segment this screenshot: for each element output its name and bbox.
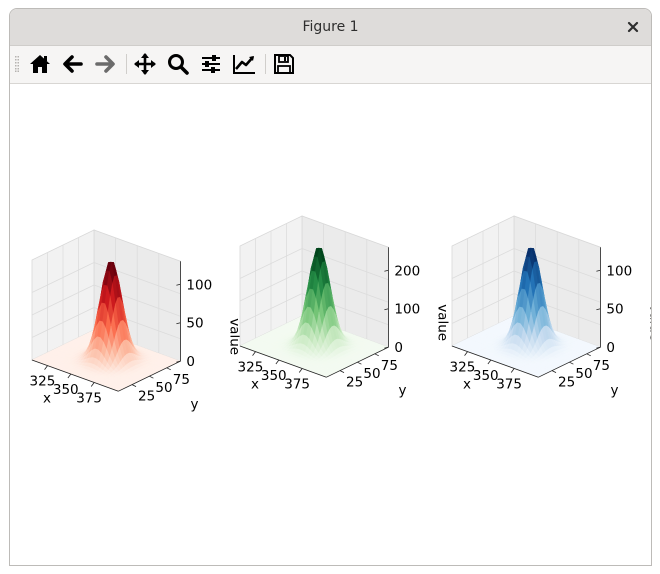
y-axis-label: y xyxy=(191,397,199,413)
y-tick-mark xyxy=(586,353,591,357)
z-tick-mark xyxy=(384,308,389,311)
z-tick-label: 0 xyxy=(606,340,615,356)
y-tick-label: 50 xyxy=(155,380,172,396)
x-axis-label: x xyxy=(43,391,51,407)
figure-window: Figure 1 xyxy=(9,8,652,566)
y-tick-label: 25 xyxy=(346,375,363,391)
zoom-button[interactable] xyxy=(164,50,192,78)
grid-line xyxy=(239,270,303,302)
z-axis-label: value xyxy=(226,318,242,355)
subplots-icon xyxy=(202,55,220,73)
x-tick-label: 375 xyxy=(284,376,310,392)
grid-line xyxy=(451,270,515,302)
close-button[interactable] xyxy=(623,17,643,37)
z-tick-label: 0 xyxy=(394,340,403,356)
z-tick-label: 100 xyxy=(394,302,420,318)
save-icon xyxy=(274,54,294,74)
edit-axis-button[interactable] xyxy=(230,50,258,78)
x-tick-label: 325 xyxy=(30,374,56,390)
x-tick-label: 350 xyxy=(53,382,79,398)
z-tick-label: 50 xyxy=(606,302,623,318)
close-icon xyxy=(627,21,639,33)
pan-button[interactable] xyxy=(131,50,159,78)
x-tick-mark xyxy=(90,382,95,387)
y-tick-label: 25 xyxy=(138,389,155,405)
z-tick-mark xyxy=(176,360,181,363)
y-tick-label: 50 xyxy=(363,366,380,382)
y-tick-mark xyxy=(149,375,154,379)
save-button[interactable] xyxy=(270,50,298,78)
grid-line xyxy=(239,248,303,279)
y-tick-label: 50 xyxy=(575,366,592,382)
configure-subplots-button[interactable] xyxy=(197,50,225,78)
zoom-icon xyxy=(168,54,189,75)
grid-line xyxy=(31,262,95,293)
z-tick-mark xyxy=(176,322,181,325)
x-tick-mark xyxy=(298,368,303,373)
toolbar-separator xyxy=(126,54,127,74)
y-tick-mark xyxy=(569,361,574,365)
x-tick-label: 350 xyxy=(261,368,287,384)
y-tick-mark xyxy=(374,353,379,357)
x-tick-mark xyxy=(44,365,48,370)
forward-arrow-icon xyxy=(95,55,115,73)
window-title: Figure 1 xyxy=(302,19,359,35)
x-tick-label: 325 xyxy=(238,360,264,376)
back-arrow-icon xyxy=(63,55,83,73)
y-tick-mark xyxy=(166,367,171,371)
x-tick-mark xyxy=(464,351,468,356)
axis-line xyxy=(239,345,327,378)
x-tick-label: 325 xyxy=(450,360,476,376)
z-tick-label: 100 xyxy=(606,263,632,279)
toolbar-separator xyxy=(265,54,266,74)
home-button[interactable] xyxy=(26,50,54,78)
toolbar-grip-icon[interactable] xyxy=(15,56,19,72)
z-tick-label: 100 xyxy=(186,277,212,293)
x-tick-label: 350 xyxy=(473,368,499,384)
z-tick-mark xyxy=(384,269,389,272)
x-tick-label: 375 xyxy=(76,390,102,406)
grid-line xyxy=(451,248,515,279)
x-tick-mark xyxy=(487,359,492,365)
title-bar[interactable]: Figure 1 xyxy=(10,9,651,46)
y-axis-label: y xyxy=(611,383,619,399)
x-tick-mark xyxy=(275,359,280,365)
home-icon xyxy=(30,55,50,73)
x-tick-mark xyxy=(510,368,515,373)
grid-line xyxy=(31,284,95,316)
z-axis-label: value xyxy=(434,304,450,341)
y-tick-label: 75 xyxy=(381,358,398,374)
y-tick-mark xyxy=(357,361,362,365)
navigation-toolbar xyxy=(10,46,651,84)
back-button[interactable] xyxy=(59,50,87,78)
z-tick-label: 200 xyxy=(394,263,420,279)
x-tick-mark xyxy=(252,351,256,356)
x-tick-mark xyxy=(67,373,72,379)
z-tick-mark xyxy=(384,346,389,349)
z-tick-mark xyxy=(176,283,181,286)
y-tick-label: 75 xyxy=(593,358,610,374)
x-axis-label: x xyxy=(463,377,471,393)
z-axis-label: value xyxy=(646,304,651,341)
z-tick-label: 50 xyxy=(186,316,203,332)
y-tick-label: 75 xyxy=(173,372,190,388)
figure-canvas[interactable]: 325 350 375 x 25 50 75 y 0 50 100 value 325 350 375 x 25… xyxy=(10,84,651,565)
forward-button[interactable] xyxy=(91,50,119,78)
y-tick-mark xyxy=(551,370,557,373)
y-axis-label: y xyxy=(399,383,407,399)
edit-axes-icon xyxy=(233,55,255,74)
axis-line xyxy=(31,359,119,392)
z-tick-label: 0 xyxy=(186,354,195,370)
y-tick-mark xyxy=(339,370,345,373)
y-tick-mark xyxy=(131,384,137,387)
pan-icon xyxy=(134,53,156,75)
x-axis-label: x xyxy=(251,377,259,393)
x-tick-label: 375 xyxy=(496,376,522,392)
y-tick-label: 25 xyxy=(558,375,575,391)
